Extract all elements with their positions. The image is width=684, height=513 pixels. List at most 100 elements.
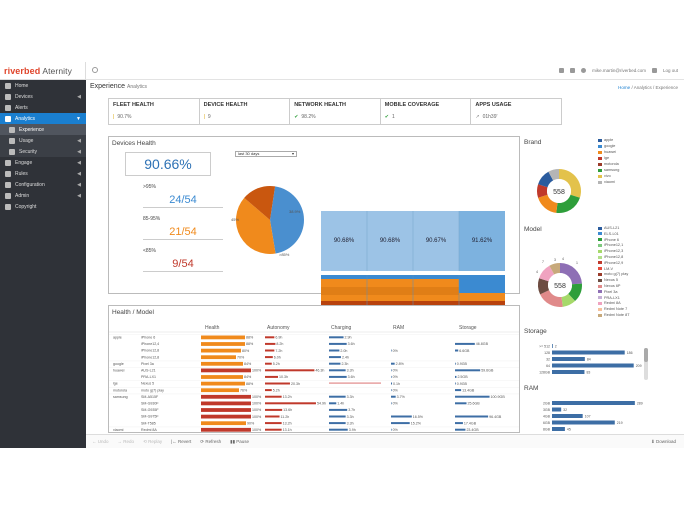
legend-item: google: [598, 144, 615, 148]
redo-button[interactable]: → Redo: [117, 439, 135, 444]
sidebar-item-engage[interactable]: Engage ◀: [0, 157, 86, 168]
legend-swatch: [598, 313, 602, 317]
sidebar-item-admin[interactable]: Admin ◀: [0, 190, 86, 201]
legend-swatch: [598, 301, 602, 305]
legend-label: iPhone12,9: [604, 260, 624, 265]
date-range-select[interactable]: last 30 days ▾: [235, 151, 297, 157]
kpi-apps-usage[interactable]: APPS USAGE ↗ 01h39': [471, 99, 561, 124]
breadcrumb-analytics[interactable]: Analytics: [633, 85, 652, 90]
sidebar-item-experience[interactable]: Experience: [0, 124, 86, 135]
pie-slice: [540, 290, 563, 307]
kpi-value: 1: [391, 114, 395, 120]
ram-label: 0%: [393, 402, 399, 406]
kpi-title: MOBILE COVERAGE: [384, 102, 440, 108]
storage-label: 0.9GB: [457, 382, 468, 386]
legend-item: samsung: [598, 168, 619, 172]
download-button[interactable]: ⬇ Download: [650, 438, 676, 444]
legend-label: LM-V: [604, 266, 614, 271]
ram-label: 0%: [393, 428, 399, 432]
legend-label: apple: [604, 138, 614, 142]
sidebar-item-copyright[interactable]: Copyright: [0, 201, 86, 212]
autonomy-label: 6.9h: [275, 336, 282, 340]
copyright-icon: [5, 203, 11, 210]
undo-button[interactable]: ← Undo: [92, 439, 109, 444]
sidebar-item-security[interactable]: Security ◀: [0, 146, 86, 157]
legend-label: Nexus 5: [604, 278, 618, 283]
refresh-button[interactable]: ⟳ Refresh: [200, 438, 222, 444]
sidebar-item-home[interactable]: Home: [0, 80, 86, 91]
charging-label: 3.3h: [347, 395, 354, 399]
kpi-network-health[interactable]: NETWORK HEALTH ✔ 98.2%: [290, 99, 381, 124]
health-label: 100%: [252, 369, 262, 373]
ram-bar: [391, 395, 396, 398]
menu-icon[interactable]: [92, 67, 98, 73]
charging-label: 3.6h: [348, 375, 355, 379]
charging-label: 3.3h: [347, 421, 354, 425]
annotation: 4: [562, 257, 564, 261]
health-bar: [201, 408, 251, 412]
ram-label: 0%: [393, 349, 399, 353]
sidebar-item-usage[interactable]: Usage ◀: [0, 135, 86, 146]
legend-item: Redmi Note 8T: [598, 313, 630, 317]
kpi-device-health[interactable]: DEVICE HEALTH | 9: [200, 99, 291, 124]
legend-label: Pixel 3a: [604, 289, 618, 294]
level-value: 24/54: [143, 192, 223, 208]
bell-icon[interactable]: [570, 68, 576, 73]
health-bar: [201, 381, 245, 386]
brand-cell: huawei: [113, 369, 125, 373]
legend-swatch: [598, 232, 602, 236]
replay-button[interactable]: ⟲ Replay: [143, 438, 163, 444]
autonomy-label: 13.2h: [283, 421, 292, 425]
chevron-down-icon: ▼: [76, 116, 81, 122]
logout-icon: [651, 68, 657, 73]
brand-cell: lge: [113, 382, 118, 386]
storage-bar: [455, 395, 490, 398]
autonomy-bar: [265, 415, 280, 418]
user-icon: [581, 68, 587, 73]
autonomy-bar: [265, 408, 283, 411]
logo[interactable]: riverbed Aternity: [0, 62, 86, 80]
lock-icon[interactable]: [559, 68, 565, 73]
storage-bar: [455, 415, 489, 418]
kpi-fleet-health[interactable]: FLEET HEALTH | 90.7%: [109, 99, 200, 124]
charging-label: 2.3h: [341, 362, 348, 366]
sidebar-item-rules[interactable]: Rules ◀: [0, 168, 86, 179]
kpi-value: 01h39': [482, 114, 498, 120]
tick-label: 4GB: [543, 415, 551, 419]
bar: [552, 370, 585, 374]
sidebar-item-analytics[interactable]: Analytics ▼: [0, 113, 86, 124]
storage-label: 23.4GB: [466, 428, 479, 432]
sidebar-item-configuration[interactable]: Configuration ◀: [0, 179, 86, 190]
health-label: 70%: [237, 355, 245, 359]
sidebar-item-label: Alerts: [15, 104, 28, 111]
charging-bar: [329, 349, 340, 352]
sidebar-item-alerts[interactable]: Alerts: [0, 102, 86, 113]
autonomy-label: 8.2h: [276, 342, 283, 346]
pie-slice: [537, 184, 548, 198]
charging-bar: [329, 369, 346, 372]
health-bar: [201, 421, 246, 426]
data-label: 107: [585, 415, 591, 419]
kpi-mobile-coverage[interactable]: MOBILE COVERAGE ✔ 1: [381, 99, 472, 124]
autonomy-bar: [265, 389, 272, 392]
data-label: 90.68%: [334, 238, 355, 244]
bar: [552, 407, 562, 412]
scrollbar[interactable]: [644, 348, 648, 380]
pause-button[interactable]: ▮▮ Pause: [230, 438, 250, 444]
model-cell: iPhone 6: [141, 336, 155, 340]
model-cell: AUS-L21: [141, 369, 156, 373]
logout-link[interactable]: Log out: [662, 68, 678, 73]
charging-label: 3.3h: [347, 369, 354, 373]
area-band: [459, 211, 505, 271]
panel-title: Health / Model: [112, 309, 154, 316]
sidebar-item-devices[interactable]: Devices ◀: [0, 91, 86, 102]
autonomy-bar: [265, 356, 273, 359]
data-label: 90.67%: [426, 238, 447, 244]
revert-button[interactable]: |← Revert: [171, 439, 192, 444]
data-label: 32: [563, 408, 567, 412]
chevron-left-icon: ◀: [77, 149, 81, 155]
breadcrumb-home[interactable]: Home: [618, 85, 631, 90]
charging-bar: [329, 342, 347, 345]
redo-label: Redo: [123, 439, 135, 444]
charging-bar: [329, 415, 346, 418]
